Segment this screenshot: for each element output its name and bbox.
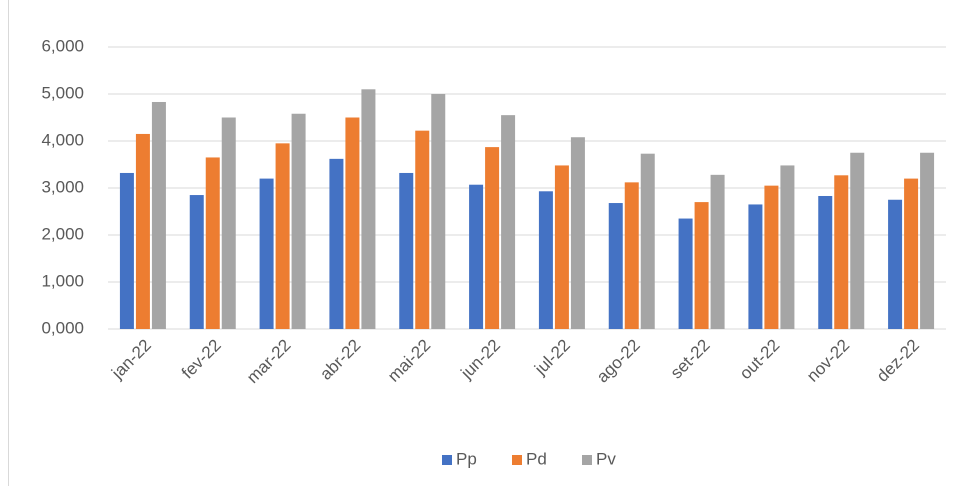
x-tick-label: dez-22 (873, 336, 923, 386)
bar (818, 195, 833, 329)
bar (834, 175, 849, 329)
bar (485, 147, 500, 329)
y-tick-label: 0,000 (41, 318, 84, 337)
y-tick-label: 3,000 (41, 177, 84, 196)
legend-swatch (512, 455, 522, 465)
y-tick-label: 5,000 (41, 83, 84, 102)
x-tick-label: jun-22 (457, 336, 505, 384)
legend-label: Pp (456, 449, 477, 468)
bar (608, 203, 623, 329)
x-tick-label: jan-22 (107, 336, 155, 384)
bar (554, 165, 569, 329)
bar (431, 94, 446, 329)
bar (570, 137, 585, 329)
bar (399, 172, 414, 329)
bar (501, 115, 516, 330)
legend-label: Pd (526, 449, 547, 468)
bar (780, 165, 795, 329)
legend-swatch (442, 455, 452, 465)
bar (275, 143, 290, 329)
x-tick-label: mar-22 (243, 336, 295, 388)
x-tick-label: out-22 (736, 336, 784, 384)
bar (221, 117, 236, 329)
bar (361, 89, 376, 329)
x-tick-label: ago-22 (593, 336, 644, 387)
bar (538, 191, 553, 329)
bar (850, 152, 865, 329)
x-tick-label: abr-22 (316, 336, 364, 384)
bar (710, 174, 725, 329)
bar (329, 158, 344, 329)
bar (888, 199, 903, 329)
bar (904, 178, 919, 329)
x-tick-label: mai-22 (384, 336, 434, 386)
x-tick-label: set-22 (667, 336, 714, 383)
bar (469, 184, 484, 329)
bar (135, 133, 150, 329)
legend-label: Pv (596, 449, 616, 468)
bar (694, 202, 709, 329)
bar (345, 117, 360, 329)
y-tick-label: 1,000 (41, 271, 84, 290)
bar (259, 178, 274, 329)
x-tick-label: fev-22 (178, 336, 225, 383)
bar (640, 153, 655, 329)
bar (205, 157, 220, 329)
bar (748, 204, 763, 329)
legend-swatch (582, 455, 592, 465)
bar (119, 172, 134, 329)
bar (415, 130, 430, 329)
x-tick-label: nov-22 (803, 336, 853, 386)
y-tick-label: 6,000 (41, 36, 84, 55)
bar (189, 195, 204, 329)
bar (151, 101, 166, 330)
bar (920, 152, 935, 329)
y-tick-label: 4,000 (41, 130, 84, 149)
bar (624, 182, 639, 329)
x-tick-label: jul-22 (530, 336, 574, 380)
bar (678, 218, 693, 329)
y-tick-label: 2,000 (41, 224, 84, 243)
bar (291, 113, 306, 330)
bar (764, 185, 779, 329)
